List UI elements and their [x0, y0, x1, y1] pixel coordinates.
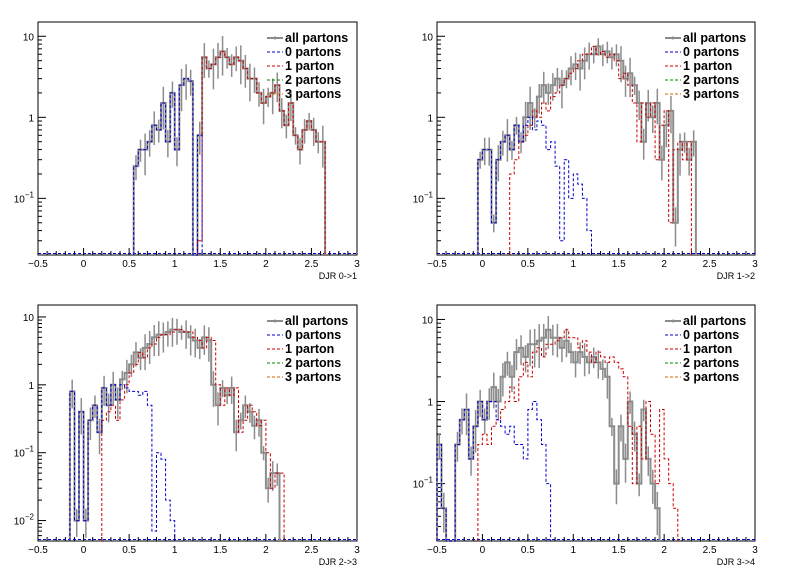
all-partons-histogram [132, 50, 327, 256]
x-tick-label: 0 [81, 259, 87, 270]
y-tick-label: 1 [28, 381, 34, 392]
x-axis-title: DJR 3->4 [717, 557, 755, 567]
legend-label: 2 partons [285, 356, 341, 370]
legend-marker [273, 319, 277, 323]
series-all-partons [476, 38, 697, 255]
legend-marker [273, 36, 277, 40]
legend-label: 2 partons [285, 73, 341, 87]
series-parton-1 [509, 45, 692, 255]
x-tick-label: 0 [480, 545, 486, 556]
y-tick-label: 10−1 [413, 190, 434, 205]
x-tick-label: 1.5 [612, 259, 626, 270]
x-tick-label: 3 [752, 545, 758, 556]
y-tick-label: 10−1 [14, 445, 35, 460]
y-tick-label: 10 [23, 32, 35, 43]
series-parton-1 [101, 329, 285, 541]
series-parton-0 [436, 401, 552, 542]
x-tick-label: 3 [354, 259, 360, 270]
legend-marker [671, 36, 675, 40]
legend-label: 0 partons [683, 45, 739, 59]
series-parton-0 [133, 78, 203, 256]
y-tick-label: 10−1 [14, 190, 35, 205]
series-parton-1 [477, 329, 679, 541]
x-tick-label: 2 [263, 545, 269, 556]
legend-label: 0 partons [285, 328, 341, 342]
x-tick-label: 1 [571, 545, 577, 556]
series-parton-1 [197, 50, 326, 255]
legend-label: all partons [683, 314, 746, 328]
legend-label: 0 partons [285, 45, 341, 59]
plot-frame [37, 304, 358, 542]
legend-label: all partons [285, 31, 348, 45]
legend-label: 2 partons [683, 356, 739, 370]
x-tick-label: 2.5 [703, 545, 717, 556]
x-tick-label: 2.5 [703, 259, 717, 270]
x-tick-label: 0.5 [122, 545, 136, 556]
x-tick-label: 1.5 [213, 545, 227, 556]
y-tick-label: 10−2 [14, 513, 35, 528]
x-axis-title: DJR 2->3 [319, 557, 357, 567]
y-tick-label: 1 [427, 113, 433, 124]
x-tick-label: −0.5 [427, 259, 447, 270]
legend-label: 3 partons [285, 87, 341, 101]
x-tick-label: 2 [661, 545, 667, 556]
legend-label: 1 parton [683, 342, 732, 356]
x-axis-title: DJR 0->1 [319, 271, 357, 281]
x-tick-label: −0.5 [427, 545, 447, 556]
x-tick-label: 0.5 [122, 259, 136, 270]
x-tick-label: 0 [81, 545, 87, 556]
legend-label: all partons [285, 314, 348, 328]
legend-label: 3 partons [683, 370, 739, 384]
series-parton-0 [477, 116, 592, 255]
x-tick-label: 1 [172, 545, 178, 556]
x-tick-label: 2 [661, 259, 667, 270]
legend-label: 1 parton [285, 342, 334, 356]
legend-label: 3 partons [683, 87, 739, 101]
series-all-partons [132, 35, 327, 256]
x-tick-label: −0.5 [28, 545, 48, 556]
y-tick-label: 1 [28, 113, 34, 124]
x-tick-label: 1 [172, 259, 178, 270]
y-tick-label: 10 [422, 32, 434, 43]
x-tick-label: 1 [571, 259, 577, 270]
legend-label: 2 partons [683, 73, 739, 87]
x-tick-label: −0.5 [28, 259, 48, 270]
x-tick-label: 3 [752, 259, 758, 270]
x-tick-label: 2 [263, 259, 269, 270]
x-tick-label: 1.5 [612, 545, 626, 556]
series-parton-0 [69, 384, 176, 541]
y-tick-label: 10 [23, 313, 35, 324]
x-tick-label: 3 [354, 545, 360, 556]
x-tick-label: 1.5 [213, 259, 227, 270]
x-tick-label: 2.5 [304, 259, 318, 270]
plot-frame [436, 304, 756, 542]
x-tick-label: 0 [480, 259, 486, 270]
x-tick-label: 0.5 [521, 545, 535, 556]
y-tick-label: 10 [422, 315, 434, 326]
legend-label: 3 partons [285, 370, 341, 384]
legend-label: all partons [683, 31, 746, 45]
plot-frame [436, 21, 756, 256]
legend-label: 1 parton [285, 59, 334, 73]
x-tick-label: 2.5 [304, 545, 318, 556]
legend-label: 0 partons [683, 328, 739, 342]
x-tick-label: 0.5 [521, 259, 535, 270]
y-tick-label: 10−1 [413, 476, 434, 491]
x-axis-title: DJR 1->2 [717, 271, 755, 281]
legend-marker [671, 319, 675, 323]
legend-label: 1 parton [683, 59, 732, 73]
y-tick-label: 1 [427, 398, 433, 409]
